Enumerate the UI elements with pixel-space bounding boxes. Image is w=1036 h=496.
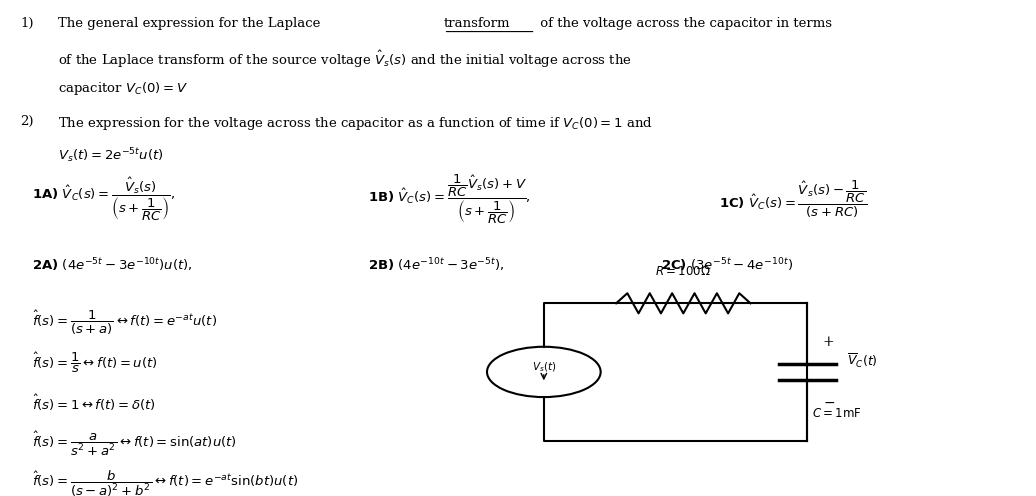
- Text: capacitor $V_C(0) = V$: capacitor $V_C(0) = V$: [58, 80, 189, 97]
- Text: $\overline{V}_C(t)$: $\overline{V}_C(t)$: [846, 351, 877, 370]
- Text: $\hat{f}(s) = 1 \leftrightarrow f(t) = \delta(t)$: $\hat{f}(s) = 1 \leftrightarrow f(t) = \…: [32, 393, 156, 413]
- Text: transform: transform: [443, 17, 510, 30]
- Text: +: +: [823, 335, 834, 349]
- Text: $\mathbf{1B)}\ \hat{V}_C(s) = \dfrac{\dfrac{1}{RC}\hat{V}_s(s) + V}{\left(s + \d: $\mathbf{1B)}\ \hat{V}_C(s) = \dfrac{\df…: [368, 173, 531, 226]
- Text: The expression for the voltage across the capacitor as a function of time if $V_: The expression for the voltage across th…: [58, 115, 653, 132]
- Text: $\hat{f}(s) = \dfrac{a}{s^2+a^2} \leftrightarrow f(t) = \sin(at)u(t)$: $\hat{f}(s) = \dfrac{a}{s^2+a^2} \leftri…: [32, 429, 237, 458]
- Text: 1): 1): [20, 17, 33, 30]
- Text: $\mathbf{1A)}\ \hat{V}_C(s) = \dfrac{\hat{V}_s(s)}{\left(s + \dfrac{1}{RC}\right: $\mathbf{1A)}\ \hat{V}_C(s) = \dfrac{\ha…: [32, 175, 175, 223]
- Text: 2): 2): [20, 115, 33, 128]
- Text: $R = 100\Omega$: $R = 100\Omega$: [656, 265, 711, 278]
- Text: $C = 1\mathrm{mF}$: $C = 1\mathrm{mF}$: [812, 407, 862, 420]
- Text: $\mathbf{2B)}\ (4e^{-10t} - 3e^{-5t}),$: $\mathbf{2B)}\ (4e^{-10t} - 3e^{-5t}),$: [368, 256, 505, 274]
- Text: $\hat{f}(s) = \dfrac{1}{(s+a)} \leftrightarrow f(t) = e^{-at}u(t)$: $\hat{f}(s) = \dfrac{1}{(s+a)} \leftrigh…: [32, 308, 218, 337]
- Text: of the voltage across the capacitor in terms: of the voltage across the capacitor in t…: [536, 17, 832, 30]
- Text: $V_s(t) = 2e^{-5t}u(t)$: $V_s(t) = 2e^{-5t}u(t)$: [58, 146, 164, 165]
- Text: The general expression for the Laplace: The general expression for the Laplace: [58, 17, 325, 30]
- Text: $-$: $-$: [823, 395, 835, 409]
- Text: $\mathbf{1C)}\ \hat{V}_C(s) = \dfrac{\hat{V}_s(s) - \dfrac{1}{RC}}{(s + RC)}$: $\mathbf{1C)}\ \hat{V}_C(s) = \dfrac{\ha…: [719, 179, 868, 220]
- Text: $\hat{f}(s) = \dfrac{1}{s} \leftrightarrow f(t) = u(t)$: $\hat{f}(s) = \dfrac{1}{s} \leftrightarr…: [32, 351, 159, 375]
- Text: $\hat{f}(s) = \dfrac{b}{(s-a)^2+b^2} \leftrightarrow f(t) = e^{-at}\sin(bt)u(t)$: $\hat{f}(s) = \dfrac{b}{(s-a)^2+b^2} \le…: [32, 468, 298, 496]
- Text: of the Laplace transform of the source voltage $\hat{V}_s(s)$ and the initial vo: of the Laplace transform of the source v…: [58, 49, 632, 69]
- Text: $\mathbf{2A)}\ (4e^{-5t} - 3e^{-10t})u(t),$: $\mathbf{2A)}\ (4e^{-5t} - 3e^{-10t})u(t…: [32, 256, 193, 274]
- Text: $\mathbf{2C)}\ (3e^{-5t} - 4e^{-10t})$: $\mathbf{2C)}\ (3e^{-5t} - 4e^{-10t})$: [661, 256, 793, 274]
- Text: $V_s(t)$: $V_s(t)$: [531, 361, 556, 374]
